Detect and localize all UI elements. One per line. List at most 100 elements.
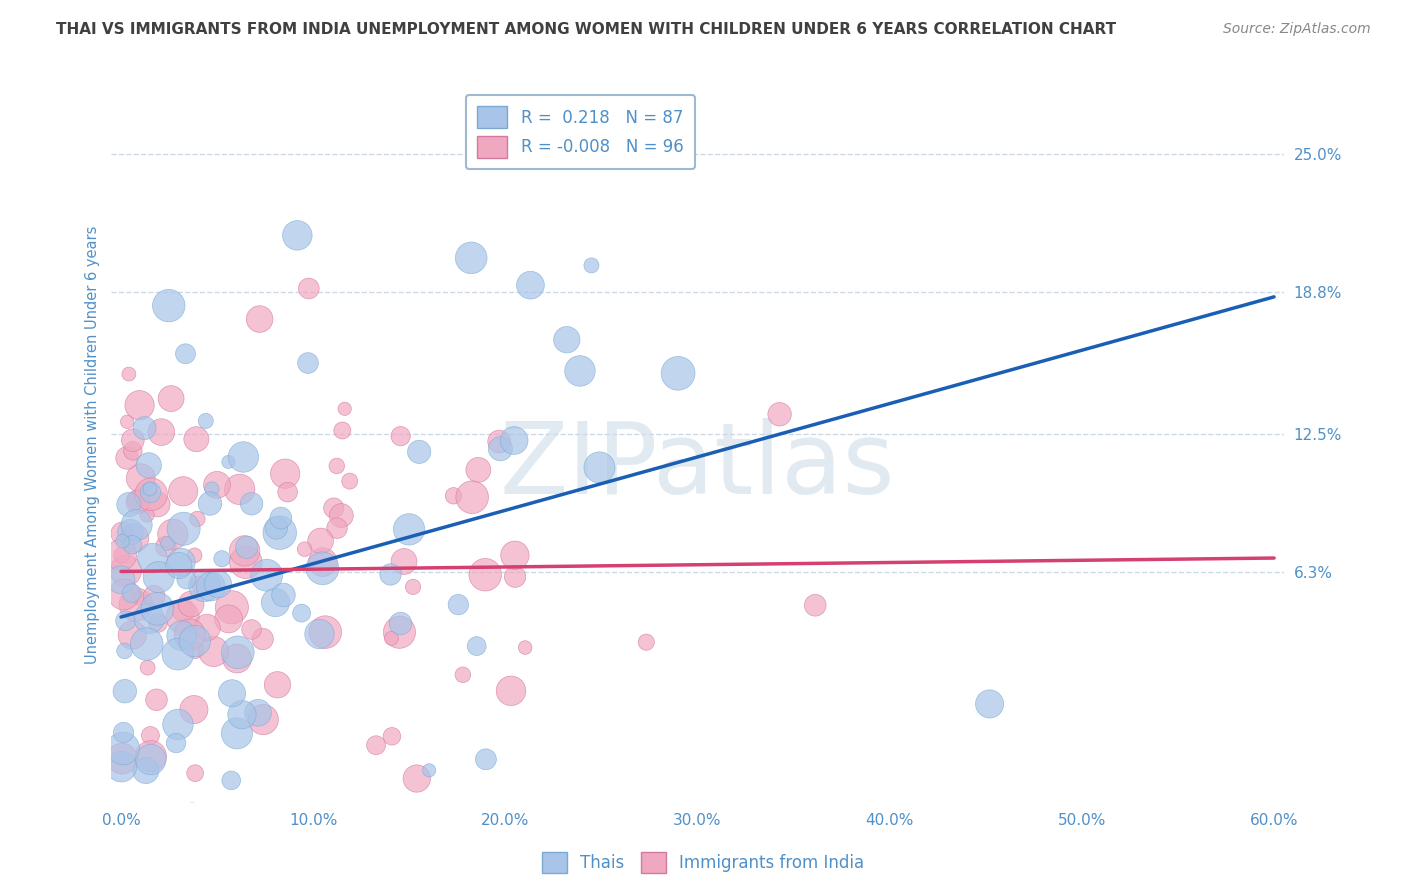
Point xyxy=(121,433,143,447)
Point xyxy=(804,599,827,613)
Point xyxy=(314,625,336,640)
Point xyxy=(136,508,159,522)
Point xyxy=(162,527,184,541)
Point xyxy=(155,540,177,554)
Point xyxy=(172,610,194,624)
Point xyxy=(125,517,148,532)
Point xyxy=(233,829,256,843)
Point xyxy=(148,570,170,584)
Point xyxy=(768,407,790,421)
Point xyxy=(221,600,243,615)
Point xyxy=(183,702,205,716)
Point xyxy=(156,536,179,550)
Point xyxy=(138,611,160,625)
Point xyxy=(447,598,470,612)
Point xyxy=(118,498,141,512)
Point xyxy=(205,478,228,492)
Point xyxy=(451,667,474,681)
Point xyxy=(218,612,240,626)
Point xyxy=(256,829,278,843)
Point xyxy=(118,367,141,381)
Point xyxy=(207,577,229,591)
Point xyxy=(183,549,205,563)
Point xyxy=(568,364,591,378)
Point xyxy=(170,555,193,569)
Point xyxy=(129,471,152,485)
Point xyxy=(211,551,233,566)
Point xyxy=(249,312,271,326)
Point xyxy=(111,751,134,765)
Point xyxy=(114,820,136,834)
Point xyxy=(184,643,207,657)
Point xyxy=(274,467,297,481)
Point xyxy=(266,678,288,692)
Point xyxy=(114,564,136,578)
Point xyxy=(128,591,150,606)
Point xyxy=(186,512,208,526)
Point xyxy=(181,802,204,816)
Point xyxy=(121,443,143,458)
Point xyxy=(269,525,291,540)
Point xyxy=(121,628,143,642)
Point xyxy=(298,281,321,295)
Point xyxy=(139,487,162,501)
Point xyxy=(489,442,512,456)
Point xyxy=(443,489,465,503)
Point xyxy=(112,588,135,602)
Point xyxy=(381,729,404,743)
Point xyxy=(139,482,162,496)
Point xyxy=(460,251,482,265)
Point xyxy=(110,838,132,852)
Point xyxy=(226,645,249,659)
Point xyxy=(184,766,207,780)
Point xyxy=(503,570,526,584)
Point xyxy=(235,541,257,555)
Point xyxy=(165,736,187,750)
Point xyxy=(266,521,288,535)
Point xyxy=(166,647,188,661)
Point xyxy=(461,490,484,504)
Point xyxy=(297,356,319,370)
Point xyxy=(240,623,263,637)
Point xyxy=(127,495,149,509)
Point xyxy=(408,445,430,459)
Point xyxy=(380,567,402,582)
Point xyxy=(226,651,249,665)
Point xyxy=(264,595,287,609)
Point xyxy=(139,729,162,743)
Point xyxy=(309,533,332,548)
Point xyxy=(273,588,295,602)
Point xyxy=(418,764,440,778)
Point xyxy=(475,752,498,766)
Point xyxy=(465,639,488,653)
Point xyxy=(217,455,239,469)
Point xyxy=(195,621,218,635)
Point xyxy=(110,548,132,562)
Point xyxy=(326,521,349,535)
Point xyxy=(636,635,658,649)
Point xyxy=(111,526,134,541)
Point xyxy=(277,485,299,500)
Point xyxy=(474,567,496,582)
Point xyxy=(256,568,278,582)
Point xyxy=(145,692,167,706)
Point xyxy=(135,637,157,651)
Point xyxy=(392,554,415,568)
Point xyxy=(312,555,335,569)
Point xyxy=(231,707,253,722)
Point xyxy=(124,531,146,545)
Point xyxy=(143,590,166,604)
Point xyxy=(202,823,225,838)
Point xyxy=(146,601,169,615)
Point xyxy=(146,615,169,630)
Point xyxy=(146,497,169,511)
Point xyxy=(515,640,537,655)
Point xyxy=(114,644,136,658)
Point xyxy=(167,558,190,573)
Point xyxy=(141,551,163,566)
Point xyxy=(120,525,142,540)
Point xyxy=(285,228,308,243)
Point xyxy=(201,482,224,496)
Point xyxy=(240,497,263,511)
Legend: R =  0.218   N = 87, R = -0.008   N = 96: R = 0.218 N = 87, R = -0.008 N = 96 xyxy=(465,95,695,169)
